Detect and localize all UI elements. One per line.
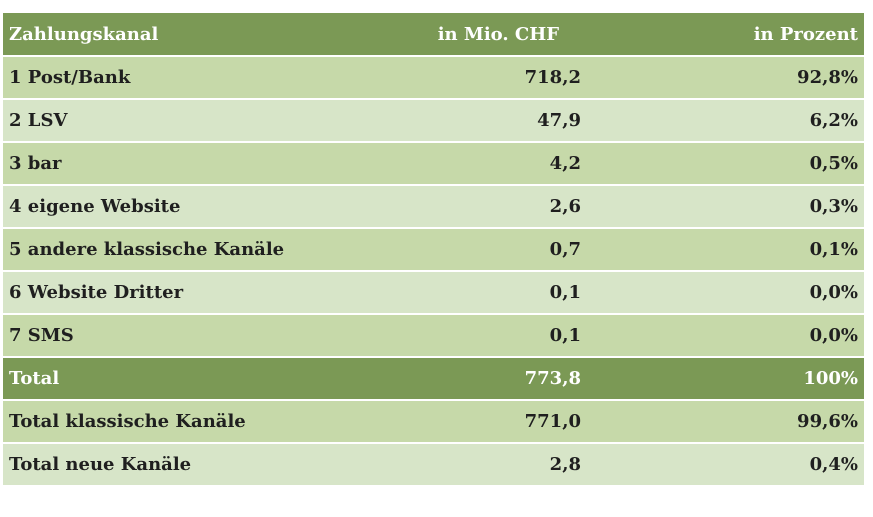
row-channel: 5 andere klassische Kanäle bbox=[9, 239, 285, 260]
table-row: 3 bar 4,2 0,5% bbox=[3, 143, 864, 184]
row-chf: 0,1 bbox=[549, 325, 581, 346]
header-channel: Zahlungskanal bbox=[9, 23, 159, 45]
header-percent: in Prozent bbox=[753, 23, 858, 45]
row-chf: 4,2 bbox=[549, 153, 581, 174]
summary-row: Total klassische Kanäle 771,0 99,6% bbox=[3, 401, 864, 442]
summary-percent: 99,6% bbox=[797, 411, 858, 432]
row-chf: 47,9 bbox=[537, 110, 581, 131]
summary-row: Total neue Kanäle 2,8 0,4% bbox=[3, 444, 864, 485]
row-percent: 6,2% bbox=[809, 110, 858, 131]
row-channel: 7 SMS bbox=[9, 325, 74, 346]
table-row: 5 andere klassische Kanäle 0,7 0,1% bbox=[3, 229, 864, 270]
summary-percent: 0,4% bbox=[809, 454, 858, 475]
payment-channel-table: Zahlungskanal in Mio. CHF in Prozent 1 P… bbox=[3, 13, 864, 485]
table-row: 4 eigene Website 2,6 0,3% bbox=[3, 186, 864, 227]
header-chf: in Mio. CHF bbox=[437, 23, 559, 45]
row-percent: 92,8% bbox=[797, 67, 858, 88]
summary-channel: Total neue Kanäle bbox=[9, 454, 192, 475]
row-channel: 2 LSV bbox=[9, 110, 68, 131]
total-percent: 100% bbox=[803, 368, 858, 389]
row-chf: 2,6 bbox=[549, 196, 581, 217]
total-row: Total 773,8 100% bbox=[3, 358, 864, 399]
total-channel: Total bbox=[9, 368, 60, 389]
table-header-row: Zahlungskanal in Mio. CHF in Prozent bbox=[3, 13, 864, 55]
row-chf: 0,7 bbox=[549, 239, 581, 260]
table-row: 6 Website Dritter 0,1 0,0% bbox=[3, 272, 864, 313]
row-channel: 1 Post/Bank bbox=[9, 67, 131, 88]
row-channel: 4 eigene Website bbox=[9, 196, 181, 217]
table-row: 1 Post/Bank 718,2 92,8% bbox=[3, 57, 864, 98]
row-percent: 0,1% bbox=[809, 239, 858, 260]
table-row: 2 LSV 47,9 6,2% bbox=[3, 100, 864, 141]
summary-chf: 2,8 bbox=[549, 454, 581, 475]
row-channel: 3 bar bbox=[9, 153, 62, 174]
row-channel: 6 Website Dritter bbox=[9, 282, 184, 303]
row-percent: 0,3% bbox=[809, 196, 858, 217]
row-percent: 0,5% bbox=[809, 153, 858, 174]
row-percent: 0,0% bbox=[809, 325, 858, 346]
summary-channel: Total klassische Kanäle bbox=[9, 411, 246, 432]
total-chf: 773,8 bbox=[524, 368, 581, 389]
row-chf: 0,1 bbox=[549, 282, 581, 303]
summary-chf: 771,0 bbox=[524, 411, 581, 432]
row-percent: 0,0% bbox=[809, 282, 858, 303]
row-chf: 718,2 bbox=[524, 67, 581, 88]
table-row: 7 SMS 0,1 0,0% bbox=[3, 315, 864, 356]
